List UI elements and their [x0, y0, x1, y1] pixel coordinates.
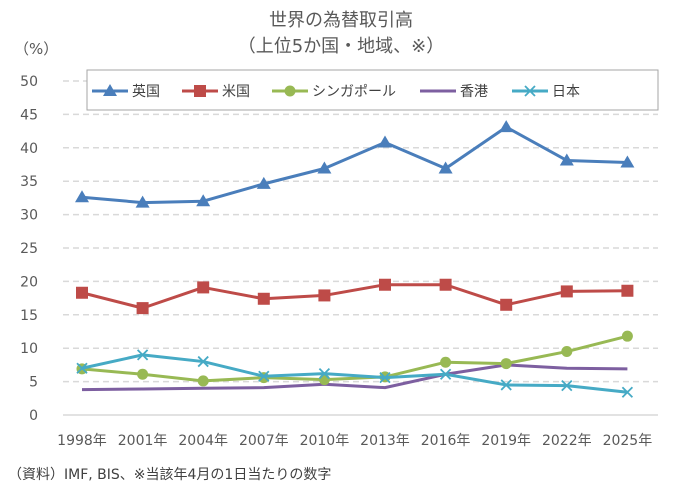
data-point	[561, 379, 573, 392]
chart-title: 世界の為替取引高	[269, 10, 413, 31]
data-point	[197, 375, 209, 387]
data-point	[318, 374, 330, 386]
data-point	[318, 289, 331, 302]
x-tick-label: 1998年	[57, 433, 107, 449]
y-axis-ticks: 0 5 10 15 20 25 30 35 40 45 50	[20, 74, 38, 424]
data-point	[439, 368, 452, 380]
data-point	[317, 161, 332, 174]
legend-label: 英国	[132, 83, 160, 100]
x-tick-label: 2004年	[178, 433, 228, 449]
y-tick-label: 25	[20, 241, 38, 257]
data-point	[440, 356, 452, 368]
series-line	[81, 283, 628, 310]
y-tick-label: 40	[20, 141, 38, 157]
x-tick-label: 2007年	[239, 433, 289, 449]
data-point	[76, 362, 88, 374]
x-tick-label: 2010年	[300, 433, 350, 449]
legend-item: シンガポール	[272, 84, 396, 100]
series-4	[81, 363, 628, 392]
series-1	[75, 120, 635, 208]
data-point	[560, 285, 573, 298]
x-tick-label: 2016年	[421, 433, 471, 449]
x-tick-label: 2013年	[360, 433, 410, 449]
y-axis-unit-label: （%）	[14, 40, 59, 58]
data-point	[620, 155, 635, 168]
legend-item: 米国	[182, 84, 250, 100]
data-point	[257, 292, 270, 305]
data-point	[378, 135, 392, 148]
data-point	[197, 281, 210, 294]
legend-item: 香港	[420, 84, 488, 100]
x-tick-label: 2022年	[542, 433, 592, 449]
legend-label: 香港	[460, 84, 488, 100]
legend-label: 米国	[222, 84, 250, 100]
legend: 英国 米国 シンガポール 香港 日本	[86, 69, 659, 111]
legend-item: 日本	[512, 84, 580, 100]
data-point	[379, 371, 391, 384]
series-3	[76, 330, 633, 387]
data-point	[318, 367, 331, 380]
y-tick-label: 30	[20, 208, 38, 224]
legend-item: 英国	[92, 83, 160, 100]
data-point	[500, 298, 513, 311]
y-tick-label: 0	[29, 408, 38, 424]
x-tick-label: 2025年	[603, 433, 653, 449]
series-line	[81, 125, 628, 205]
legend-marker	[284, 85, 296, 97]
data-point	[136, 302, 149, 315]
data-point	[499, 120, 514, 133]
data-point	[438, 161, 453, 174]
data-point	[621, 386, 634, 398]
data-point	[500, 358, 512, 370]
y-tick-label: 50	[20, 74, 38, 90]
chart-subtitle: （上位5か国・地域、※）	[237, 36, 445, 57]
x-tick-label: 2019年	[481, 433, 531, 449]
data-point	[137, 368, 149, 380]
series-group	[75, 120, 635, 398]
data-point	[135, 195, 150, 208]
x-axis-ticks: 1998年 2001年 2004年 2007年 2010年 2013年 2016年 2019年…	[57, 433, 652, 449]
x-tick-label: 2001年	[118, 433, 168, 449]
legend-label: シンガポール	[312, 84, 396, 100]
y-tick-label: 15	[20, 308, 38, 324]
series-line	[81, 363, 628, 392]
series-line	[81, 334, 628, 383]
source-note: （資料）IMF, BIS、※当該年4月の1日当たりの数字	[8, 467, 332, 483]
data-point	[136, 349, 149, 361]
data-point	[256, 176, 271, 189]
gridlines	[63, 80, 658, 416]
data-point	[258, 370, 270, 382]
series-2	[76, 278, 634, 315]
y-tick-label: 45	[20, 107, 38, 123]
data-point	[500, 379, 512, 391]
data-point	[196, 194, 211, 207]
data-point	[76, 286, 88, 299]
series-line	[81, 353, 628, 394]
y-tick-label: 20	[20, 274, 38, 290]
y-tick-label: 5	[29, 375, 38, 391]
legend-label: 日本	[552, 84, 580, 100]
data-point	[75, 190, 89, 203]
data-point	[559, 153, 574, 166]
data-point	[621, 284, 634, 297]
y-tick-label: 10	[20, 341, 38, 357]
data-point	[197, 355, 209, 368]
data-point	[439, 278, 452, 291]
data-point	[379, 278, 391, 291]
data-point	[561, 346, 573, 358]
data-point	[621, 330, 633, 342]
series-5	[76, 349, 634, 398]
y-tick-label: 35	[20, 174, 38, 190]
legend-marker	[103, 84, 117, 96]
legend-marker	[524, 85, 536, 97]
legend-marker	[194, 85, 206, 97]
